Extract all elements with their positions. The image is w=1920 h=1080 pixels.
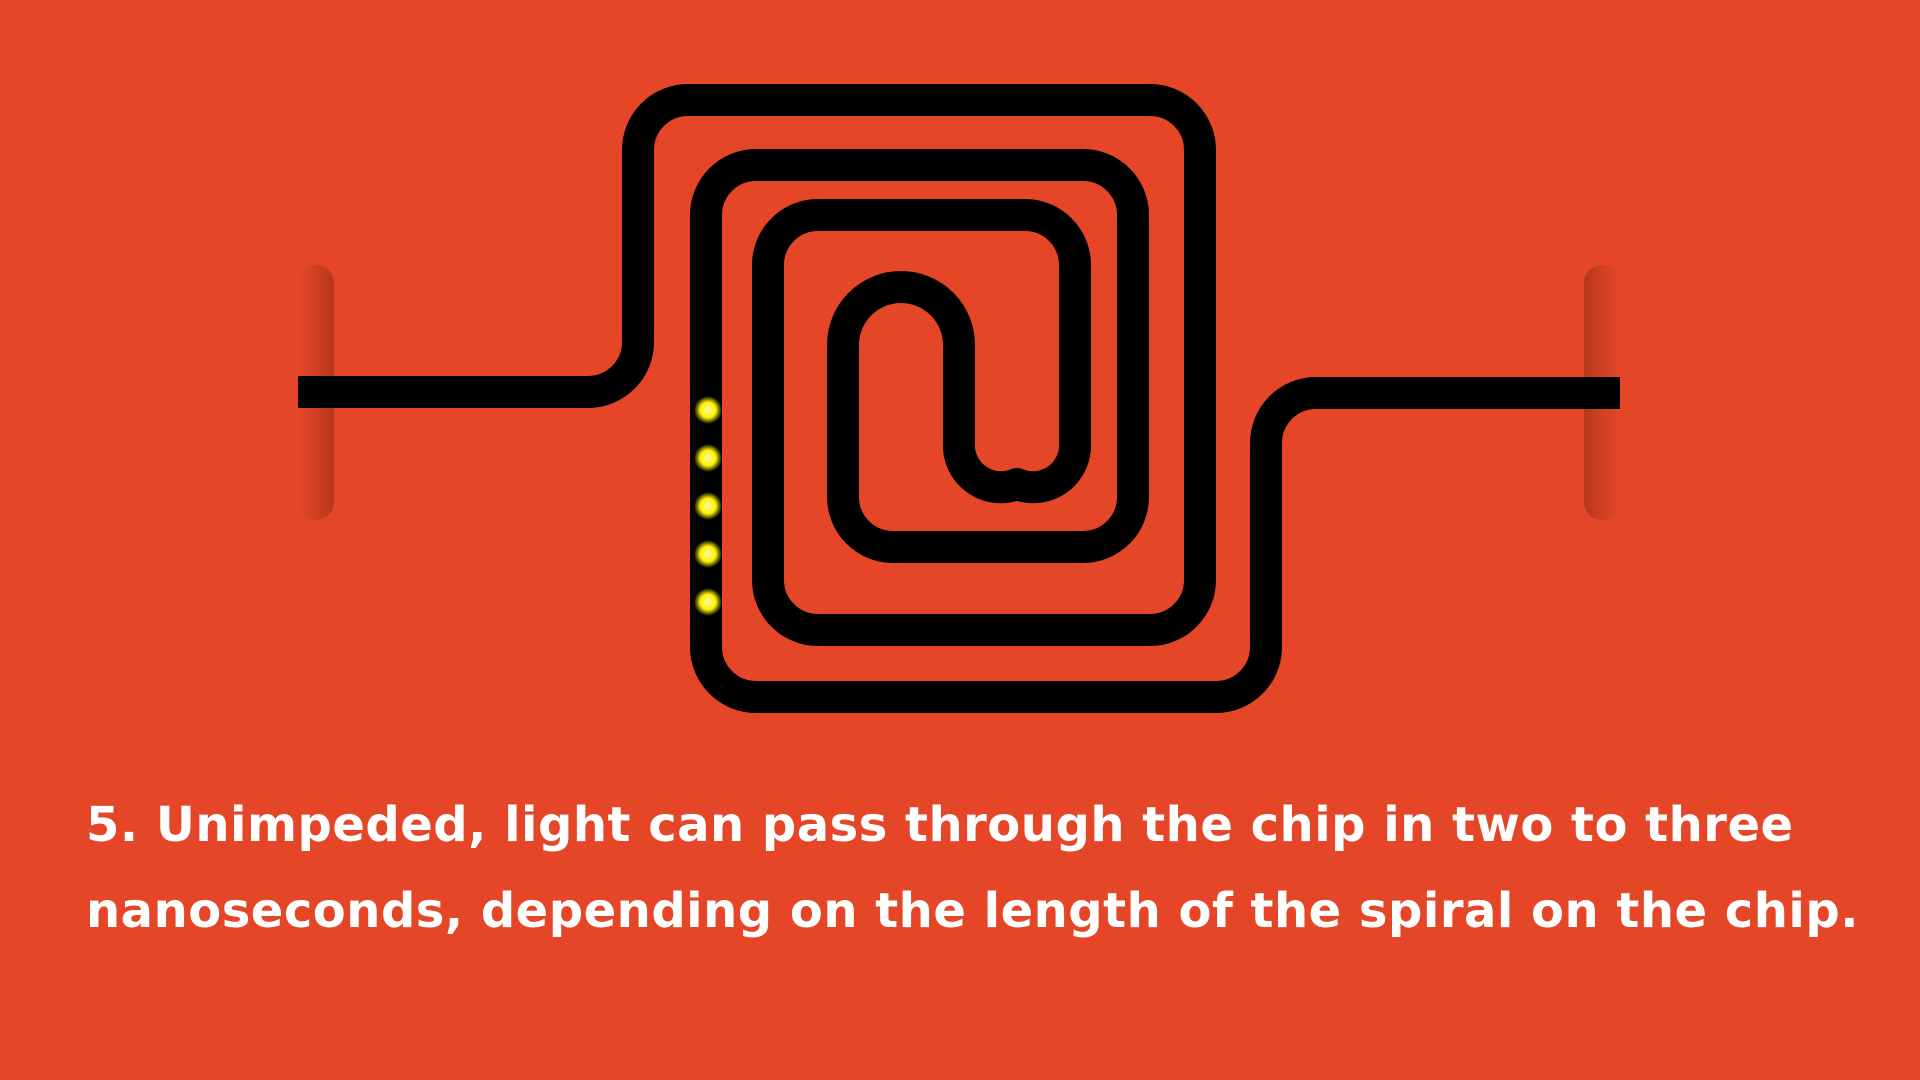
light-pulses [694,396,722,616]
light-pulse [694,492,722,520]
light-pulse [694,396,722,424]
light-pulse [694,444,722,472]
caption-line-2: nanoseconds, depending on the length of … [86,883,1859,939]
caption-line-1: 5. Unimpeded, light can pass through the… [86,797,1794,853]
caption: 5. Unimpeded, light can pass through the… [86,782,1886,954]
light-pulse [694,540,722,568]
light-pulse [694,588,722,616]
